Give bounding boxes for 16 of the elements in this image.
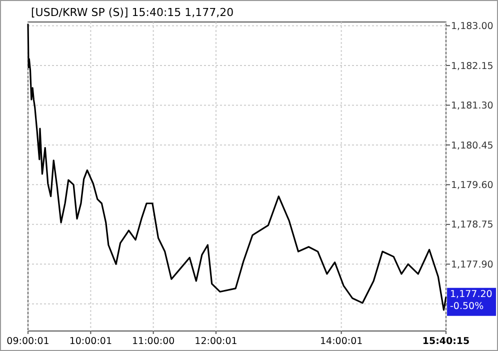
y-tick-label: 1,177.90	[451, 259, 494, 270]
x-tick-label: 12:00:01	[194, 336, 238, 347]
x-tick-label: 14:00:01	[320, 336, 363, 347]
x-tick-label: 15:40:15	[422, 336, 470, 347]
annotation: 1,177.20 -0.50%	[450, 288, 492, 312]
y-tick-label: 1,181.30	[451, 100, 494, 112]
y-tick-label: 1,180.45	[451, 140, 494, 152]
x-tick-label: 10:00:01	[69, 336, 112, 347]
chart-title: [USD/KRW SP (S)] 15:40:15 1,177,20	[31, 6, 234, 19]
y-tick-label: 1,182.15	[451, 60, 494, 72]
x-tick-label: 11:00:00	[132, 336, 175, 347]
y-tick-label: 1,179.60	[451, 180, 494, 192]
y-tick-label: 1,183.00	[451, 21, 494, 32]
line-series	[27, 23, 447, 311]
x-tick-label: 09:00:01	[6, 336, 50, 347]
y-tick-label: 1,178.75	[451, 220, 494, 231]
